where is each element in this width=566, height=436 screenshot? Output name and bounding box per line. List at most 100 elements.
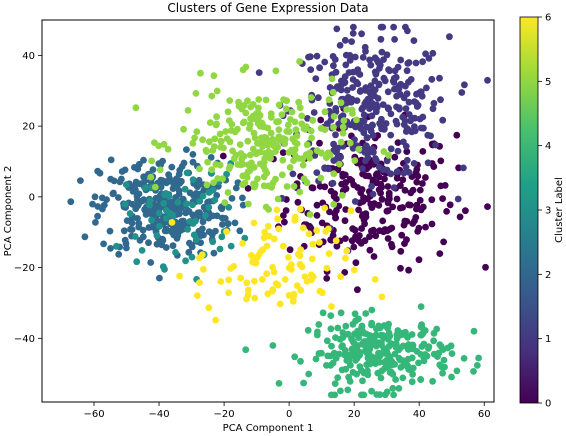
scatter-point-cluster-1 <box>346 52 354 59</box>
scatter-point-cluster-1 <box>390 184 398 192</box>
scatter-point-cluster-5 <box>290 182 298 190</box>
scatter-point-cluster-4 <box>376 340 383 348</box>
scatter-point-cluster-1 <box>429 49 437 57</box>
scatter-point-cluster-0 <box>375 186 383 194</box>
scatter-point-cluster-4 <box>353 370 360 378</box>
x-tick-label: −20 <box>214 409 235 420</box>
scatter-point-cluster-1 <box>368 183 375 190</box>
scatter-point-cluster-1 <box>307 66 315 73</box>
scatter-point-cluster-0 <box>350 243 358 251</box>
scatter-point-cluster-4 <box>341 351 348 359</box>
scatter-point-cluster-6 <box>347 207 355 215</box>
scatter-point-cluster-2 <box>200 187 208 194</box>
scatter-point-cluster-1 <box>329 179 337 187</box>
scatter-point-cluster-5 <box>262 96 270 104</box>
scatter-point-cluster-3 <box>160 199 168 207</box>
scatter-point-cluster-1 <box>436 74 443 82</box>
scatter-point-cluster-4 <box>376 391 384 398</box>
scatter-point-cluster-4 <box>440 356 448 364</box>
scatter-point-cluster-5 <box>283 97 290 105</box>
scatter-point-cluster-5 <box>239 66 247 74</box>
scatter-point-cluster-5 <box>260 182 268 190</box>
scatter-point-cluster-5 <box>302 151 310 159</box>
scatter-point-cluster-1 <box>395 104 403 112</box>
scatter-point-cluster-5 <box>244 97 251 105</box>
scatter-point-cluster-3 <box>189 176 197 184</box>
scatter-point-cluster-4 <box>364 367 371 375</box>
scatter-point-cluster-0 <box>341 217 349 225</box>
scatter-point-cluster-4 <box>418 343 426 350</box>
scatter-point-cluster-5 <box>189 139 197 147</box>
scatter-point-cluster-1 <box>383 157 391 165</box>
scatter-point-cluster-1 <box>402 82 409 90</box>
scatter-point-cluster-4 <box>470 327 478 335</box>
scatter-point-cluster-5 <box>235 98 242 106</box>
scatter-point-cluster-0 <box>400 221 408 229</box>
scatter-point-cluster-5 <box>295 98 303 106</box>
scatter-point-cluster-2 <box>239 201 247 209</box>
scatter-point-cluster-2 <box>219 221 226 228</box>
scatter-point-cluster-0 <box>415 224 423 232</box>
scatter-point-cluster-0 <box>341 171 349 179</box>
scatter-point-cluster-5 <box>275 118 282 125</box>
scatter-point-cluster-6 <box>264 290 272 298</box>
scatter-point-cluster-0 <box>244 185 252 192</box>
scatter-point-cluster-0 <box>342 235 349 243</box>
scatter-point-cluster-6 <box>244 286 252 294</box>
scatter-point-cluster-2 <box>145 239 152 247</box>
scatter-point-cluster-5 <box>330 170 338 178</box>
scatter-point-cluster-0 <box>280 212 287 219</box>
scatter-point-cluster-5 <box>221 199 229 207</box>
scatter-point-cluster-1 <box>358 30 365 38</box>
scatter-point-cluster-6 <box>243 279 251 287</box>
scatter-point-cluster-0 <box>370 200 378 207</box>
scatter-point-cluster-5 <box>216 130 224 138</box>
scatter-point-cluster-5 <box>204 158 212 166</box>
scatter-point-cluster-6 <box>194 292 201 299</box>
scatter-point-cluster-4 <box>397 364 405 371</box>
scatter-point-cluster-1 <box>432 141 439 149</box>
scatter-point-cluster-1 <box>379 23 387 31</box>
scatter-point-cluster-1 <box>373 56 381 64</box>
colorbar <box>519 16 539 404</box>
scatter-point-cluster-1 <box>337 153 344 161</box>
scatter-point-cluster-1 <box>348 38 355 45</box>
scatter-point-cluster-6 <box>293 282 301 289</box>
scatter-point-cluster-1 <box>363 134 371 142</box>
scatter-point-cluster-4 <box>447 342 455 350</box>
scatter-point-cluster-1 <box>390 23 397 31</box>
scatter-point-cluster-1 <box>360 111 368 119</box>
scatter-point-cluster-2 <box>107 245 114 252</box>
scatter-point-cluster-4 <box>366 332 374 339</box>
scatter-point-cluster-4 <box>381 365 388 372</box>
scatter-point-cluster-1 <box>360 117 368 124</box>
scatter-point-cluster-2 <box>194 209 202 217</box>
scatter-point-cluster-5 <box>249 101 257 108</box>
scatter-point-cluster-0 <box>394 139 402 147</box>
scatter-point-cluster-2 <box>185 208 193 215</box>
scatter-point-cluster-2 <box>134 165 142 173</box>
scatter-point-cluster-2 <box>77 177 84 185</box>
scatter-point-cluster-3 <box>133 258 141 266</box>
scatter-point-cluster-5 <box>239 172 247 180</box>
scatter-point-cluster-4 <box>404 355 412 363</box>
scatter-point-cluster-6 <box>212 316 220 324</box>
scatter-point-cluster-3 <box>181 185 189 193</box>
scatter-point-cluster-0 <box>407 201 414 209</box>
scatter-point-cluster-0 <box>351 226 359 234</box>
scatter-point-cluster-1 <box>341 73 349 80</box>
scatter-point-cluster-1 <box>341 36 349 44</box>
scatter-point-cluster-2 <box>110 189 117 197</box>
x-tick-label: −40 <box>149 409 170 420</box>
scatter-point-cluster-6 <box>316 239 323 246</box>
scatter-point-cluster-6 <box>265 232 273 240</box>
scatter-point-cluster-3 <box>148 216 156 224</box>
scatter-point-cluster-1 <box>391 36 398 43</box>
scatter-point-cluster-0 <box>396 204 404 212</box>
scatter-point-cluster-0 <box>323 275 331 282</box>
scatter-point-cluster-2 <box>107 156 115 164</box>
scatter-point-cluster-1 <box>362 157 369 165</box>
scatter-point-cluster-5 <box>265 206 272 213</box>
scatter-point-cluster-0 <box>366 246 374 254</box>
scatter-point-cluster-4 <box>384 336 392 343</box>
